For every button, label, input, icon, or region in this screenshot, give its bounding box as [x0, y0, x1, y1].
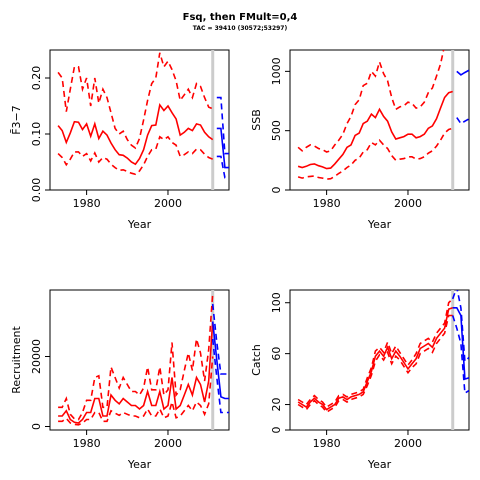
- plot-frame: [49, 49, 230, 191]
- y-tick-label: 0: [30, 423, 43, 430]
- y-axis-label: Recruitment: [10, 326, 23, 394]
- y-axis-label: SSB: [250, 109, 263, 131]
- y-tick-label: 20: [270, 398, 283, 412]
- series-group: [297, 290, 469, 414]
- y-tick-label: 0.10: [30, 122, 43, 147]
- plot-frame: [49, 289, 230, 431]
- series-projection-solid-line: [456, 69, 469, 76]
- chart-subtitle: TAC = 39410 (30572;53297): [193, 25, 288, 32]
- x-tick-label: 2000: [394, 197, 422, 210]
- y-tick-label: 0: [270, 187, 283, 194]
- x-tick-label: 2000: [154, 197, 182, 210]
- y-tick-label: 1000: [270, 57, 283, 85]
- series-projection-solid-line: [452, 306, 469, 381]
- series-historic-solid-line: [57, 102, 214, 166]
- y-tick-label: 100: [270, 292, 283, 313]
- panel-ssb: 1980 2000 0 500 1000 Year SSB: [250, 0, 470, 231]
- y-tick-label: 0.00: [30, 178, 43, 203]
- x-tick-label: 1980: [313, 197, 341, 210]
- series-projection-dashed-line: [211, 338, 229, 414]
- series-group: [57, 52, 229, 179]
- series-projection-solid-line: [216, 127, 229, 169]
- x-tick-label: 1980: [73, 197, 101, 210]
- series-historic-dashed-line: [297, 298, 454, 409]
- y-tick-label: 20000: [30, 339, 43, 374]
- series-projection-dashed-line: [451, 290, 469, 364]
- plot-frame: [289, 289, 470, 431]
- y-tick-label: 0.20: [30, 66, 43, 91]
- panel-catch: 1980 2000 0 20 60 100 Year Catch: [250, 289, 470, 471]
- series-historic-solid-line: [297, 90, 453, 170]
- x-tick-label: 1980: [73, 437, 101, 450]
- chart-title: Fsq, then FMult=0,4: [183, 12, 298, 23]
- series-projection-dashed-line: [451, 315, 469, 395]
- series-group: [58, 293, 229, 426]
- y-axis-label: Catch: [250, 344, 263, 376]
- y-tick-label: 60: [270, 347, 283, 361]
- series-group: [297, 0, 469, 180]
- series-projection-dashed-line: [457, 0, 469, 6]
- series-projection-dashed-line: [211, 303, 229, 375]
- series-historic-solid-line: [58, 321, 214, 424]
- series-historic-solid-line: [297, 307, 453, 411]
- x-axis-label: Year: [127, 458, 152, 471]
- series-historic-dashed-line: [297, 50, 445, 153]
- x-axis-label: Year: [367, 218, 392, 231]
- x-tick-label: 2000: [154, 437, 182, 450]
- series-historic-dashed-line: [57, 135, 214, 176]
- y-axis-label: F̄3−7: [10, 105, 23, 135]
- series-historic-dashed-line: [57, 52, 214, 150]
- x-axis-label: Year: [127, 218, 152, 231]
- x-tick-label: 2000: [394, 437, 422, 450]
- panel-f: 1980 2000 0.00 0.10 0.20 Year F̄3−7: [10, 49, 230, 231]
- series-projection-dashed-line: [456, 117, 469, 125]
- series-historic-dashed-line: [297, 127, 453, 180]
- series-projection-solid-line: [211, 321, 229, 400]
- series-projection-dashed-line: [216, 155, 229, 179]
- plot-frame: [289, 49, 470, 191]
- series-projection-dashed-line: [216, 96, 229, 155]
- series-historic-dashed-line: [297, 314, 453, 414]
- x-axis-label: Year: [367, 458, 392, 471]
- y-tick-label: 500: [270, 120, 283, 141]
- series-historic-dashed-line: [58, 356, 214, 426]
- x-tick-label: 1980: [313, 437, 341, 450]
- y-tick-label: 0: [270, 427, 283, 434]
- series-historic-dashed-line: [58, 293, 214, 421]
